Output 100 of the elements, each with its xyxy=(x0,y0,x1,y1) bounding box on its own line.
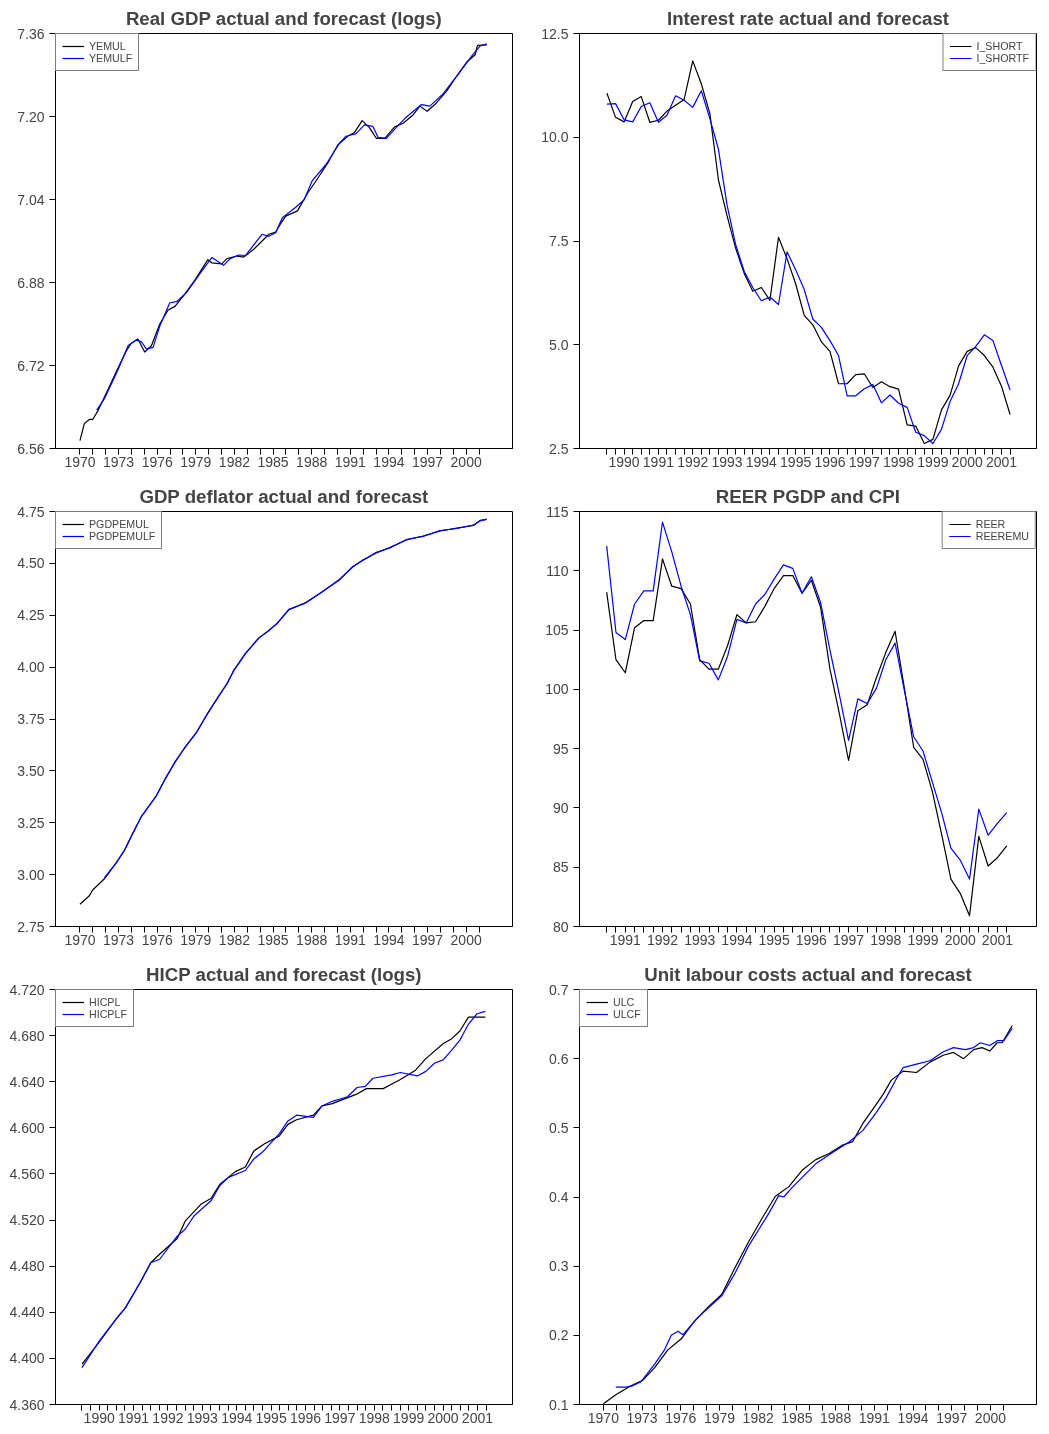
legend-label: I_SHORTF xyxy=(976,52,1029,64)
x-tick-label: 1982 xyxy=(218,453,251,470)
x-tick-label: 1990 xyxy=(83,1409,115,1426)
x-tick-label: 1993 xyxy=(711,453,743,470)
x-tick-label: 2001 xyxy=(461,1409,494,1426)
y-tick-label: 4.480 xyxy=(9,1258,45,1275)
y-tick-label: 95 xyxy=(552,740,569,757)
chart-title: Unit labour costs actual and forecast xyxy=(644,963,972,985)
x-tick-label: 1994 xyxy=(897,1409,929,1426)
y-tick-label: 6.56 xyxy=(17,440,45,457)
x-tick-label: 1999 xyxy=(917,453,949,470)
x-tick-label: 1991 xyxy=(334,931,367,948)
y-tick-label: 4.50 xyxy=(17,555,45,572)
y-tick-label: 7.20 xyxy=(17,108,45,125)
x-tick-label: 1995 xyxy=(255,1409,287,1426)
legend-label: PGDPEMUL xyxy=(89,518,149,530)
x-tick-label: 1985 xyxy=(257,931,289,948)
chart-title: Interest rate actual and forecast xyxy=(666,7,950,29)
x-tick-label: 1999 xyxy=(393,1409,425,1426)
x-tick-label: 1994 xyxy=(745,453,778,470)
x-tick-label: 1995 xyxy=(758,931,790,948)
x-tick-label: 1990 xyxy=(608,453,640,470)
x-tick-label: 1982 xyxy=(218,931,251,948)
y-tick-label: 6.72 xyxy=(17,357,45,374)
x-tick-label: 1994 xyxy=(721,931,753,948)
x-tick-label: 1973 xyxy=(626,1409,658,1426)
x-tick-label: 1973 xyxy=(103,931,135,948)
x-tick-label: 1997 xyxy=(324,1409,356,1426)
x-tick-label: 2001 xyxy=(985,453,1018,470)
y-tick-label: 80 xyxy=(552,918,569,935)
x-tick-label: 1979 xyxy=(703,1409,736,1426)
x-tick-label: 1997 xyxy=(411,453,444,470)
x-tick-label: 1982 xyxy=(742,1409,774,1426)
y-tick-label: 4.00 xyxy=(17,659,45,676)
x-tick-label: 1997 xyxy=(411,931,444,948)
x-tick-label: 1979 xyxy=(180,453,212,470)
x-tick-label: 1993 xyxy=(186,1409,219,1426)
legend-label: ULCF xyxy=(613,1008,641,1020)
x-tick-label: 1998 xyxy=(870,931,902,948)
y-tick-label: 85 xyxy=(552,859,569,876)
y-tick-label: 4.520 xyxy=(9,1212,45,1229)
y-tick-label: 100 xyxy=(545,681,569,698)
x-tick-label: 1994 xyxy=(373,453,405,470)
y-tick-label: 5.0 xyxy=(549,336,569,353)
x-tick-label: 1998 xyxy=(883,453,915,470)
x-tick-label: 1992 xyxy=(152,1409,184,1426)
chart-title: GDP deflator actual and forecast xyxy=(139,485,429,507)
x-tick-label: 1988 xyxy=(296,453,328,470)
x-tick-label: 1988 xyxy=(296,931,328,948)
x-tick-label: 2000 xyxy=(944,931,976,948)
y-tick-label: 3.25 xyxy=(17,814,45,831)
y-tick-label: 7.36 xyxy=(17,25,45,42)
x-tick-label: 1976 xyxy=(141,453,173,470)
x-tick-label: 1970 xyxy=(64,931,96,948)
y-tick-label: 0.6 xyxy=(549,1050,569,1067)
x-tick-label: 1970 xyxy=(64,453,96,470)
x-tick-label: 1998 xyxy=(358,1409,391,1426)
legend-label: YEMUL xyxy=(89,40,126,52)
y-tick-label: 115 xyxy=(546,503,569,520)
y-tick-label: 6.88 xyxy=(17,274,45,291)
y-tick-label: 3.00 xyxy=(17,866,45,883)
x-tick-label: 1993 xyxy=(684,931,716,948)
y-tick-label: 105 xyxy=(545,622,569,639)
y-tick-label: 90 xyxy=(552,799,569,816)
y-tick-label: 12.5 xyxy=(541,25,569,42)
legend-label: HICPL xyxy=(89,996,121,1008)
x-tick-label: 1991 xyxy=(642,453,675,470)
y-tick-label: 4.720 xyxy=(9,981,45,998)
y-tick-label: 4.440 xyxy=(9,1304,45,1321)
legend-label: REER xyxy=(975,518,1006,530)
x-tick-label: 1997 xyxy=(832,931,865,948)
y-tick-label: 4.400 xyxy=(9,1350,45,1367)
y-tick-label: 4.25 xyxy=(17,607,45,624)
y-tick-label: 4.560 xyxy=(9,1165,45,1182)
legend-label: YEMULF xyxy=(89,52,133,64)
y-tick-label: 0.2 xyxy=(549,1327,569,1344)
x-tick-label: 1979 xyxy=(180,931,212,948)
y-tick-label: 0.7 xyxy=(549,981,569,998)
y-tick-label: 3.50 xyxy=(17,762,45,779)
x-tick-label: 1985 xyxy=(257,453,289,470)
x-tick-label: 1988 xyxy=(820,1409,852,1426)
y-tick-label: 3.75 xyxy=(17,711,45,727)
y-tick-label: 4.680 xyxy=(9,1027,45,1044)
x-tick-label: 1992 xyxy=(646,931,679,948)
y-tick-label: 2.75 xyxy=(17,918,45,935)
x-tick-label: 1992 xyxy=(677,453,709,470)
y-tick-label: 7.04 xyxy=(17,191,45,208)
x-tick-label: 1995 xyxy=(780,453,812,470)
x-tick-label: 1996 xyxy=(814,453,846,470)
x-tick-label: 1991 xyxy=(609,931,642,948)
y-tick-label: 0.3 xyxy=(549,1258,569,1275)
legend-label: I_SHORT xyxy=(976,40,1023,52)
x-tick-label: 2000 xyxy=(450,453,482,470)
x-tick-label: 1976 xyxy=(141,931,173,948)
x-tick-label: 1991 xyxy=(334,453,367,470)
legend-label: REEREMU xyxy=(975,530,1029,542)
x-tick-label: 1996 xyxy=(289,1409,322,1426)
x-tick-label: 1997 xyxy=(848,453,881,470)
y-tick-label: 10.0 xyxy=(541,129,569,146)
x-tick-label: 1985 xyxy=(781,1409,813,1426)
